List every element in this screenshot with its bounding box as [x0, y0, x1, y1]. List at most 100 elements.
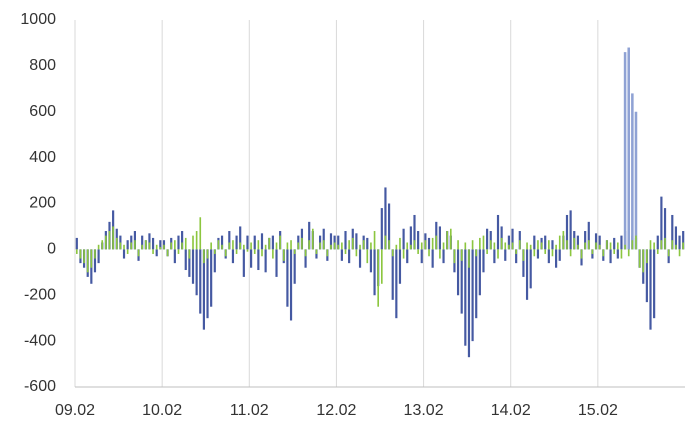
bar — [515, 249, 518, 264]
bar — [489, 240, 492, 250]
bar — [671, 240, 674, 250]
bar — [471, 240, 474, 250]
bar — [566, 240, 568, 250]
bar — [431, 249, 434, 268]
bar — [555, 244, 557, 250]
bar — [232, 240, 234, 250]
bar — [635, 235, 637, 250]
bar — [427, 237, 431, 250]
bar — [417, 249, 419, 254]
bar — [351, 237, 354, 250]
bar — [337, 235, 340, 250]
bar — [333, 242, 336, 250]
bar — [417, 231, 420, 250]
bar — [576, 235, 579, 250]
bar — [660, 240, 663, 250]
bar — [344, 231, 347, 250]
bar — [355, 233, 358, 250]
bar — [522, 249, 525, 261]
bar — [496, 214, 500, 250]
bar — [123, 244, 125, 250]
bar — [464, 249, 467, 346]
bar — [184, 249, 187, 271]
bar — [155, 244, 158, 250]
bar — [286, 242, 289, 250]
y-tick-label: -200 — [24, 286, 56, 303]
bar — [246, 249, 249, 252]
bar — [678, 235, 681, 250]
bar — [595, 242, 597, 250]
bar — [504, 242, 507, 250]
bar — [322, 228, 325, 250]
y-tick-label: -600 — [24, 378, 56, 395]
bar — [525, 249, 529, 300]
bar — [475, 249, 478, 319]
bar — [678, 249, 681, 257]
bar — [529, 244, 532, 250]
bar — [93, 249, 97, 273]
y-tick-label: 1000 — [20, 11, 56, 28]
bar — [329, 233, 333, 250]
bar — [395, 244, 398, 250]
bar — [137, 249, 140, 257]
bar — [181, 231, 184, 250]
bar — [184, 237, 187, 250]
bar — [192, 235, 194, 250]
bar — [257, 249, 260, 271]
bar — [377, 249, 380, 307]
bar — [373, 231, 376, 250]
bar — [638, 249, 641, 268]
x-tick-label: 11.02 — [230, 402, 269, 419]
bar — [268, 237, 271, 250]
bar — [253, 249, 256, 254]
bar — [420, 249, 423, 264]
bar — [587, 221, 590, 250]
bar — [348, 249, 351, 264]
bar — [289, 249, 293, 321]
bar — [406, 242, 409, 250]
bar — [511, 242, 514, 250]
bar — [500, 237, 503, 250]
bar — [442, 242, 445, 250]
bar — [370, 242, 372, 250]
bar — [616, 249, 619, 259]
bar — [83, 249, 85, 264]
bar — [609, 249, 612, 264]
bar — [536, 249, 540, 259]
bar — [606, 240, 608, 250]
bar — [293, 249, 296, 284]
bar — [460, 249, 463, 314]
bar — [293, 249, 296, 254]
bar — [591, 249, 594, 254]
bar — [544, 249, 547, 254]
bar — [115, 237, 118, 250]
bar — [322, 240, 325, 250]
bar — [203, 249, 205, 264]
bar — [366, 237, 369, 250]
bar — [86, 249, 89, 273]
bar — [362, 240, 365, 250]
bar — [279, 235, 281, 250]
bar — [340, 249, 343, 261]
bar — [471, 249, 474, 342]
bar — [674, 226, 678, 250]
bar — [188, 249, 191, 259]
x-tick-label: 15.02 — [578, 402, 618, 419]
bar — [221, 244, 223, 250]
bar — [384, 235, 387, 250]
bar — [620, 249, 623, 259]
bar — [573, 237, 576, 250]
bar — [134, 240, 136, 250]
bar — [413, 214, 416, 250]
bar — [479, 237, 481, 250]
bar — [228, 242, 231, 250]
bar — [199, 249, 202, 314]
bar — [580, 249, 583, 259]
bar — [598, 235, 601, 250]
bar — [224, 249, 227, 257]
bar — [457, 240, 459, 250]
bar — [391, 249, 394, 257]
bar — [667, 249, 670, 257]
bar — [478, 249, 481, 296]
bar — [584, 231, 587, 250]
